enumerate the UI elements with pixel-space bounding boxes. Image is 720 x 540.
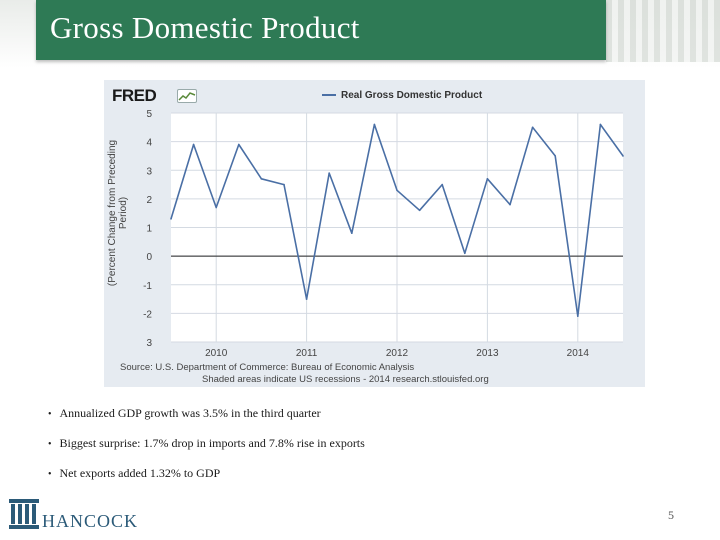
data-point (373, 123, 376, 126)
x-tick-label: 2014 (567, 348, 590, 359)
slide-title: Gross Domestic Product (50, 10, 360, 45)
data-point (599, 123, 602, 126)
x-tick-label: 2011 (296, 348, 318, 359)
x-tick-label: 2013 (476, 348, 499, 359)
y-tick-label: -2 (143, 309, 152, 320)
page-number: 5 (668, 508, 674, 522)
y-tick-label: 2 (146, 195, 152, 206)
legend-label: Real Gross Domestic Product (341, 90, 483, 101)
data-point (283, 183, 285, 186)
title-bar: Gross Domestic Product (36, 0, 606, 60)
x-tick-label: 2010 (205, 348, 228, 359)
data-point (441, 183, 444, 186)
data-point (260, 178, 263, 180)
legend-swatch (322, 94, 336, 97)
data-point (554, 155, 556, 157)
data-point (351, 232, 353, 235)
data-point (531, 126, 534, 129)
data-point (396, 189, 398, 192)
y-tick-label: 3 (146, 338, 152, 349)
data-point (577, 315, 579, 318)
chart-legend: Real Gross Domestic Product (322, 90, 482, 101)
header-pillars-image (606, 0, 720, 62)
data-point (238, 143, 240, 146)
bullet-item: Annualized GDP growth was 3.5% in the th… (48, 406, 365, 436)
data-point (509, 203, 511, 206)
y-tick-label: 0 (146, 252, 152, 263)
columns-icon (9, 499, 39, 529)
data-point (464, 252, 466, 255)
source-line-2: Shaded areas indicate US recessions - 20… (202, 374, 489, 385)
data-point (192, 143, 195, 146)
data-point (622, 155, 624, 157)
chart-source: Source: U.S. Department of Commerce: Bur… (120, 362, 489, 386)
fred-chart-icon (177, 89, 197, 103)
data-point (305, 298, 308, 300)
x-tick-label: 2012 (386, 348, 409, 359)
data-point (170, 218, 172, 220)
data-point (215, 206, 217, 209)
y-tick-label: 3 (146, 166, 152, 177)
y-tick-label: 5 (146, 109, 152, 120)
y-tick-label: -1 (143, 281, 152, 292)
bullet-item: Biggest surprise: 1.7% drop in imports a… (48, 436, 365, 466)
fred-logo: FRED (112, 86, 157, 105)
y-tick-label: 4 (146, 138, 152, 149)
bullet-item: Net exports added 1.32% to GDP (48, 466, 365, 496)
data-point (486, 178, 489, 180)
fred-chart: FRED Real Gross Domestic Product (Percen… (104, 80, 645, 387)
y-tick-label: 1 (146, 224, 152, 235)
chart-plot: 5 4 3 2 1 0 -1 -2 3 2010 2011 2012 2013 2014 (143, 109, 624, 359)
data-point (418, 209, 421, 212)
hancock-logo (8, 498, 40, 535)
source-line-1: Source: U.S. Department of Commerce: Bur… (120, 362, 415, 373)
bullet-list: Annualized GDP growth was 3.5% in the th… (48, 406, 365, 496)
data-point (328, 172, 330, 174)
hancock-logo-text: HANCOCK (42, 511, 139, 531)
